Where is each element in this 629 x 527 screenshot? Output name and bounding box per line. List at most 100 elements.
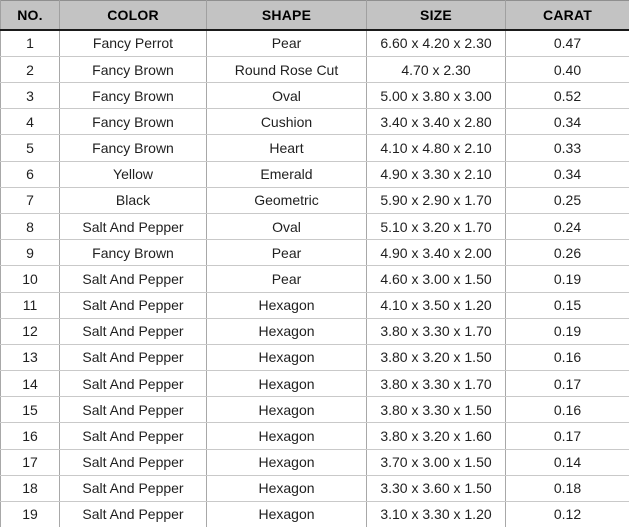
cell-size: 3.70 x 3.00 x 1.50 (366, 448, 506, 476)
cell-carat: 0.33 (505, 134, 629, 162)
cell-carat: 0.24 (505, 212, 629, 241)
column-header-no: NO. (0, 0, 60, 31)
table-row: 4 Fancy Brown Cushion 3.40 x 3.40 x 2.80 0.3… (0, 108, 629, 136)
table-row: 12 Salt And Pepper Hexagon 3.80 x 3.30 x 1.… (0, 317, 629, 345)
cell-color: Salt And Pepper (59, 448, 207, 476)
cell-carat: 0.25 (505, 186, 629, 214)
cell-carat: 0.18 (505, 474, 629, 502)
table-row: 11 Salt And Pepper Hexagon 4.10 x 3.50 x 1.… (0, 291, 629, 319)
cell-color: Salt And Pepper (59, 422, 207, 450)
cell-size: 3.80 x 3.20 x 1.50 (366, 343, 506, 372)
cell-carat: 0.52 (505, 82, 629, 110)
cell-no: 4 (0, 108, 60, 136)
cell-size: 3.80 x 3.20 x 1.60 (366, 422, 506, 450)
cell-no: 12 (0, 317, 60, 345)
cell-shape: Hexagon (206, 370, 367, 398)
cell-no: 7 (0, 186, 60, 214)
table-row: 14 Salt And Pepper Hexagon 3.80 x 3.30 x 1.… (0, 370, 629, 398)
table-row: 2 Fancy Brown Round Rose Cut 4.70 x 2.30 0.4… (0, 55, 629, 84)
cell-color: Salt And Pepper (59, 291, 207, 319)
cell-carat: 0.47 (505, 29, 629, 57)
cell-size: 5.10 x 3.20 x 1.70 (366, 212, 506, 241)
cell-carat: 0.15 (505, 291, 629, 319)
cell-shape: Hexagon (206, 291, 367, 319)
cell-no: 10 (0, 265, 60, 293)
cell-shape: Hexagon (206, 317, 367, 345)
cell-no: 15 (0, 396, 60, 424)
column-header-color: COLOR (59, 0, 207, 31)
cell-color: Fancy Brown (59, 82, 207, 110)
table-row: 17 Salt And Pepper Hexagon 3.70 x 3.00 x 1.… (0, 448, 629, 476)
cell-carat: 0.16 (505, 343, 629, 372)
cell-no: 14 (0, 370, 60, 398)
cell-carat: 0.19 (505, 265, 629, 293)
cell-shape: Emerald (206, 160, 367, 188)
cell-no: 16 (0, 422, 60, 450)
cell-carat: 0.34 (505, 108, 629, 136)
cell-size: 4.90 x 3.30 x 2.10 (366, 160, 506, 188)
cell-carat: 0.17 (505, 422, 629, 450)
cell-color: Salt And Pepper (59, 212, 207, 241)
cell-size: 3.80 x 3.30 x 1.70 (366, 370, 506, 398)
cell-carat: 0.19 (505, 317, 629, 345)
cell-color: Yellow (59, 160, 207, 188)
cell-shape: Round Rose Cut (206, 55, 367, 84)
header-row: NO. COLOR SHAPE SIZE CARAT (0, 0, 629, 31)
table-row: 1 Fancy Perrot Pear 6.60 x 4.20 x 2.30 0.47 (0, 29, 629, 57)
cell-color: Salt And Pepper (59, 500, 207, 527)
column-header-shape: SHAPE (206, 0, 367, 31)
cell-carat: 0.26 (505, 239, 629, 267)
table-row: 6 Yellow Emerald 4.90 x 3.30 x 2.10 0.34 (0, 160, 629, 188)
cell-color: Salt And Pepper (59, 370, 207, 398)
column-header-carat: CARAT (505, 0, 629, 31)
cell-no: 9 (0, 239, 60, 267)
cell-shape: Hexagon (206, 448, 367, 476)
cell-carat: 0.40 (505, 55, 629, 84)
table-row: 9 Fancy Brown Pear 4.90 x 3.40 x 2.00 0.26 (0, 239, 629, 267)
cell-no: 6 (0, 160, 60, 188)
table-row: 3 Fancy Brown Oval 5.00 x 3.80 x 3.00 0.52 (0, 82, 629, 110)
cell-shape: Geometric (206, 186, 367, 214)
cell-color: Fancy Brown (59, 108, 207, 136)
cell-size: 3.40 x 3.40 x 2.80 (366, 108, 506, 136)
cell-size: 3.80 x 3.30 x 1.50 (366, 396, 506, 424)
cell-no: 2 (0, 55, 60, 84)
cell-no: 18 (0, 474, 60, 502)
cell-shape: Pear (206, 265, 367, 293)
cell-no: 19 (0, 500, 60, 527)
cell-shape: Heart (206, 134, 367, 162)
cell-carat: 0.34 (505, 160, 629, 188)
cell-size: 4.10 x 4.80 x 2.10 (366, 134, 506, 162)
cell-size: 6.60 x 4.20 x 2.30 (366, 29, 506, 57)
cell-size: 3.30 x 3.60 x 1.50 (366, 474, 506, 502)
table-row: 10 Salt And Pepper Pear 4.60 x 3.00 x 1.50 0… (0, 265, 629, 293)
cell-no: 11 (0, 291, 60, 319)
cell-size: 5.00 x 3.80 x 3.00 (366, 82, 506, 110)
cell-size: 4.90 x 3.40 x 2.00 (366, 239, 506, 267)
cell-color: Salt And Pepper (59, 265, 207, 293)
cell-color: Fancy Brown (59, 239, 207, 267)
cell-carat: 0.12 (505, 500, 629, 527)
cell-carat: 0.16 (505, 396, 629, 424)
cell-shape: Oval (206, 212, 367, 241)
cell-shape: Hexagon (206, 343, 367, 372)
cell-size: 4.70 x 2.30 (366, 55, 506, 84)
cell-shape: Oval (206, 82, 367, 110)
cell-shape: Pear (206, 239, 367, 267)
table-body: 1 Fancy Perrot Pear 6.60 x 4.20 x 2.30 0.47 2… (0, 29, 629, 527)
table-row: 18 Salt And Pepper Hexagon 3.30 x 3.60 x 1.… (0, 474, 629, 502)
cell-size: 3.10 x 3.30 x 1.20 (366, 500, 506, 527)
table-row: 8 Salt And Pepper Oval 5.10 x 3.20 x 1.70 0.… (0, 212, 629, 241)
cell-carat: 0.14 (505, 448, 629, 476)
cell-no: 3 (0, 82, 60, 110)
cell-shape: Pear (206, 29, 367, 57)
table-row: 15 Salt And Pepper Hexagon 3.80 x 3.30 x 1.… (0, 396, 629, 424)
cell-size: 3.80 x 3.30 x 1.70 (366, 317, 506, 345)
cell-color: Salt And Pepper (59, 343, 207, 372)
cell-color: Fancy Perrot (59, 29, 207, 57)
cell-carat: 0.17 (505, 370, 629, 398)
cell-color: Fancy Brown (59, 55, 207, 84)
cell-color: Salt And Pepper (59, 396, 207, 424)
cell-color: Salt And Pepper (59, 474, 207, 502)
